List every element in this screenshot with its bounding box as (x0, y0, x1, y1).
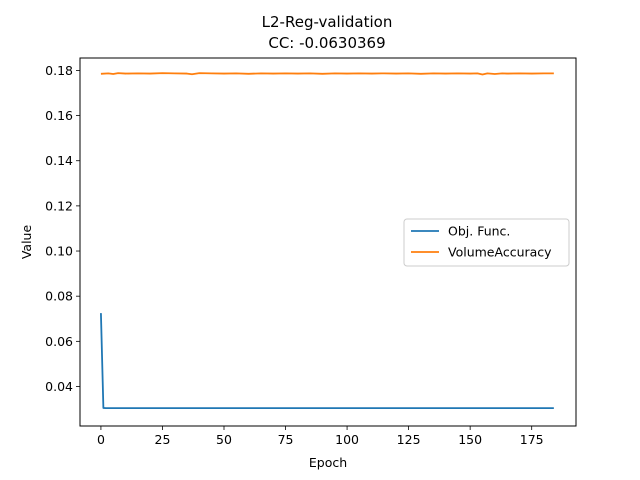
y-tick-label: 0.10 (45, 244, 73, 259)
ticks-layer: 0 25 50 75 100 125 150 175 0.04 0.06 0.08 0.10 0.12 0… (45, 63, 543, 447)
x-tick-label: 175 (520, 432, 544, 447)
x-axis-label: Epoch (309, 455, 347, 470)
series-line-1 (100, 72, 554, 76)
y-tick-label: 0.14 (45, 153, 73, 168)
x-tick-label: 150 (458, 432, 482, 447)
legend-label-volume-accuracy: VolumeAccuracy (448, 245, 552, 260)
y-tick-label: 0.16 (45, 108, 73, 123)
plot-area-frame (79, 57, 577, 427)
series-layer (100, 72, 554, 410)
legend: Obj. Func. VolumeAccuracy (403, 218, 570, 267)
y-tick-label: 0.06 (45, 334, 73, 349)
legend-label-obj-func: Obj. Func. (448, 224, 510, 239)
x-tick-label: 0 (97, 432, 105, 447)
y-tick-label: 0.12 (45, 198, 73, 213)
chart-title: L2-Reg-validation (262, 13, 393, 31)
x-tick-label: 125 (397, 432, 421, 447)
y-tick-label: 0.08 (45, 289, 73, 304)
x-tick-label: 25 (155, 432, 171, 447)
chart-subtitle: CC: -0.0630369 (268, 34, 385, 52)
x-tick-label: 75 (278, 432, 294, 447)
y-tick-label: 0.04 (45, 379, 73, 394)
series-line-0 (100, 313, 554, 410)
legend-box (403, 218, 570, 267)
x-tick-label: 50 (216, 432, 232, 447)
y-axis-label: Value (19, 225, 34, 260)
y-tick-label: 0.18 (45, 63, 73, 78)
x-tick-label: 100 (335, 432, 359, 447)
